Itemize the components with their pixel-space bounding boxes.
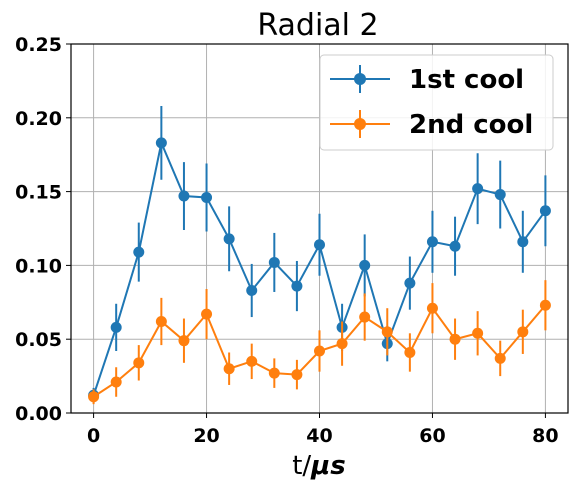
legend-label-2nd-cool: 2nd cool: [409, 110, 533, 140]
y-tick-label: 0.15: [15, 182, 62, 204]
data-point-2nd-cool: [494, 352, 506, 364]
data-point-1st-cool: [155, 137, 167, 149]
x-tick-label: 20: [193, 425, 219, 447]
data-point-1st-cool: [404, 277, 416, 289]
data-point-1st-cool: [178, 190, 190, 202]
x-axis-label: t/μs: [292, 451, 346, 481]
data-point-2nd-cool: [223, 363, 235, 375]
data-point-2nd-cool: [472, 327, 484, 339]
data-point-1st-cool: [494, 189, 506, 201]
data-point-1st-cool: [201, 192, 213, 204]
data-point-2nd-cool: [268, 367, 280, 379]
x-axis-ticks: 0 20 40 60 80: [87, 413, 559, 447]
data-point-2nd-cool: [517, 326, 529, 338]
x-axis-label-unit: μs: [310, 451, 346, 481]
legend: 1st cool 2nd cool: [319, 54, 554, 151]
data-point-2nd-cool: [133, 357, 145, 369]
data-point-2nd-cool: [449, 333, 461, 345]
series-layer: [88, 105, 551, 405]
data-point-2nd-cool: [110, 376, 122, 388]
y-tick-label: 0.25: [15, 34, 62, 56]
data-point-1st-cool: [246, 284, 258, 296]
x-tick-label: 60: [419, 425, 445, 447]
x-tick-label: 40: [306, 425, 332, 447]
data-point-1st-cool: [449, 240, 461, 252]
data-point-2nd-cool: [426, 302, 438, 314]
x-tick-label: 80: [532, 425, 558, 447]
data-point-2nd-cool: [359, 311, 371, 323]
data-point-1st-cool: [359, 259, 371, 271]
chart-title: Radial 2: [257, 8, 378, 43]
x-tick-label: 0: [87, 425, 100, 447]
data-point-2nd-cool: [178, 335, 190, 347]
data-point-2nd-cool: [336, 338, 348, 350]
data-point-1st-cool: [291, 280, 303, 292]
data-point-1st-cool: [223, 233, 235, 245]
data-point-2nd-cool: [404, 346, 416, 358]
y-tick-label: 0.20: [15, 108, 62, 130]
y-tick-label: 0.05: [15, 329, 62, 351]
data-point-1st-cool: [110, 321, 122, 333]
data-point-1st-cool: [133, 246, 145, 258]
legend-marker-1st-cool: [354, 73, 366, 85]
data-point-2nd-cool: [246, 355, 258, 367]
data-point-1st-cool: [426, 236, 438, 248]
data-point-1st-cool: [472, 183, 484, 195]
data-point-2nd-cool: [291, 369, 303, 381]
y-axis-ticks: 0.00 0.05 0.10 0.15 0.20 0.25: [15, 34, 71, 425]
data-point-1st-cool: [517, 236, 529, 248]
legend-label-1st-cool: 1st cool: [409, 65, 524, 95]
data-point-2nd-cool: [539, 299, 551, 311]
x-axis-label-prefix: t/: [292, 451, 311, 481]
series-2nd-cool: [88, 280, 551, 405]
data-point-2nd-cool: [314, 345, 325, 357]
legend-entry-2nd-cool: 2nd cool: [330, 110, 533, 140]
y-tick-label: 0.00: [15, 403, 62, 425]
legend-entry-1st-cool: 1st cool: [330, 65, 524, 95]
data-point-2nd-cool: [155, 315, 167, 327]
data-point-2nd-cool: [88, 391, 100, 403]
data-point-1st-cool: [268, 256, 280, 268]
legend-marker-2nd-cool: [354, 118, 366, 130]
data-point-2nd-cool: [201, 308, 213, 320]
data-point-2nd-cool: [381, 326, 393, 338]
data-point-1st-cool: [539, 205, 551, 217]
y-tick-label: 0.10: [15, 255, 62, 277]
data-point-1st-cool: [314, 239, 325, 251]
